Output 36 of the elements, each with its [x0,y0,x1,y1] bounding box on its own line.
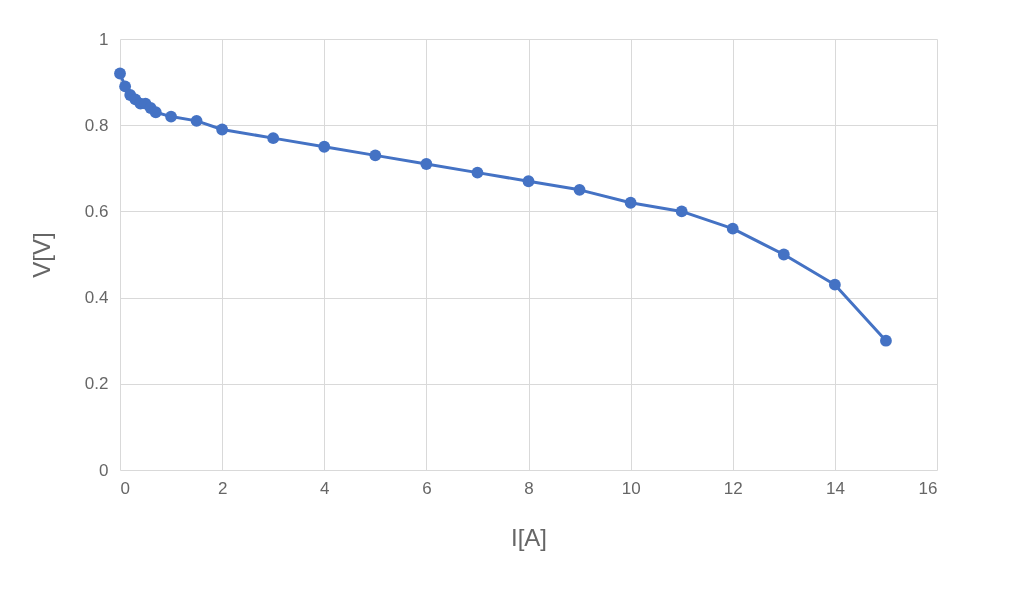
point [190,114,203,127]
point [726,222,739,235]
x-tick-label: 10 [621,478,641,498]
point [675,205,688,218]
point [777,248,790,261]
x-tick-label: 14 [825,478,845,498]
point [522,175,535,188]
point [318,140,331,153]
y-axis-title: V[V] [27,232,55,278]
x-tick-label: 4 [320,478,330,498]
point [471,166,484,179]
y-tick-label: 0.6 [84,201,109,221]
point [420,158,433,170]
point [149,106,162,119]
y-tick-label: 0.4 [84,288,109,308]
point [828,278,841,291]
x-tick-label: 0 [120,478,130,498]
point [880,334,892,347]
y-tick-label: 0.8 [84,115,109,135]
point [624,196,637,209]
point [114,67,126,80]
y-tick-label: 1 [99,29,109,49]
x-tick-label: 12 [723,478,743,498]
x-tick-label: 8 [524,478,534,498]
x-tick-label: 6 [422,478,432,498]
point [216,123,229,136]
x-axis-title: I[A] [510,523,548,551]
x-tick-label: 2 [217,478,228,498]
point [267,132,280,145]
x-tick-label: 16 [918,478,938,498]
point [165,110,177,123]
y-tick-label: 0.2 [84,374,109,394]
point [119,80,132,93]
point [369,149,382,162]
y-tick-label: 0 [99,460,109,480]
point [573,183,586,196]
